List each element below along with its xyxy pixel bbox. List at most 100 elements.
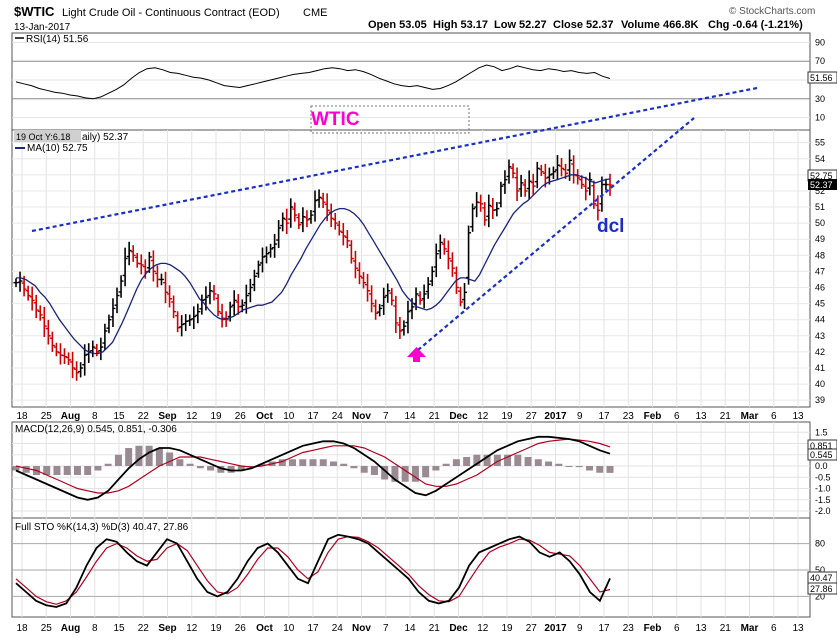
x-tick-label: 12	[477, 411, 489, 422]
x-tick-label: 15	[113, 623, 125, 634]
ohlc-bar	[74, 361, 80, 381]
x-tick-label: 14	[404, 623, 416, 634]
x-tick-label: 21	[429, 623, 441, 634]
price-tick-label: 44	[815, 315, 825, 325]
ohlc-bar	[445, 240, 451, 270]
ohlc-bar	[554, 155, 560, 181]
ohlc-bar	[268, 243, 274, 258]
histogram-bar	[606, 466, 614, 473]
ohlc-bar	[29, 286, 35, 311]
ohlc-bar	[502, 170, 508, 194]
ohlc-bar	[377, 304, 383, 317]
ohlc-bar	[534, 161, 540, 189]
watermark: © StockCharts.com	[729, 6, 815, 17]
ohlc-bar	[429, 266, 435, 287]
macd-line	[15, 435, 611, 501]
histogram-bar	[309, 459, 317, 466]
ohlc-bar	[308, 210, 314, 224]
x-tick-label: 6	[674, 411, 680, 422]
x-tick-label: 13	[792, 623, 804, 634]
ohlc-bar	[336, 220, 342, 236]
price-tick-label: 49	[815, 234, 825, 244]
histogram-bar	[125, 448, 133, 466]
price-panel	[11, 129, 811, 408]
histogram-bar	[401, 466, 409, 482]
ohlc-bar	[41, 306, 47, 337]
x-tick-label: 22	[138, 411, 150, 422]
x-tick-label: 17	[598, 623, 610, 634]
ohlc-bar	[405, 300, 411, 334]
ohlc-bar	[304, 210, 310, 228]
ohlc-bar	[486, 194, 492, 228]
histogram-bar	[63, 466, 71, 475]
rsi-panel	[11, 32, 811, 131]
macd-series	[12, 435, 614, 501]
ohlc-bar	[171, 295, 177, 319]
x-tick-label: Feb	[644, 623, 662, 634]
x-tick-label: Feb	[644, 411, 662, 422]
up-arrow-icon	[407, 347, 426, 362]
annotation-box	[310, 105, 470, 134]
histogram-bar	[534, 459, 542, 466]
histogram-bar	[155, 448, 163, 466]
ohlc-bar	[348, 240, 354, 264]
ohlc-bar	[522, 179, 528, 197]
histogram-bar	[207, 466, 215, 471]
sto-tag-2-text: 27.86	[810, 584, 833, 594]
x-tick-label: 17	[598, 411, 610, 422]
ohlc-bar	[138, 254, 144, 275]
rsi-tick-label: 70	[815, 56, 825, 66]
ohlc-bar	[122, 247, 128, 287]
histogram-bar	[135, 445, 143, 466]
ohlc-bar	[417, 291, 423, 305]
x-tick-label: 14	[404, 411, 416, 422]
price-tick-label: 54	[815, 154, 825, 164]
x-tick-label: 15	[113, 411, 125, 422]
close-value: Close 52.37	[553, 19, 614, 31]
ohlc-bar	[284, 208, 290, 234]
histogram-bar	[299, 459, 307, 466]
histogram-bar	[463, 457, 471, 466]
histogram-bar	[289, 459, 297, 466]
x-tick-label: Sep	[158, 623, 176, 634]
ohlc-bar	[37, 305, 43, 321]
ohlc-bar	[292, 202, 298, 222]
symbol: $WTIC	[14, 4, 55, 19]
x-tick-label: 27	[526, 623, 538, 634]
ohlc-bar	[158, 273, 164, 286]
ohlc-bar	[126, 241, 132, 266]
ohlc-bar	[247, 278, 253, 303]
histogram-bar	[422, 466, 430, 478]
x-tick-label: 18	[16, 623, 28, 634]
x-tick-label: Sep	[158, 411, 176, 422]
macd-tag-2-text: 0.545	[810, 450, 833, 460]
x-tick-label: 9	[577, 411, 583, 422]
histogram-bar	[145, 445, 153, 466]
ohlc-bar	[470, 203, 476, 232]
ohlc-bar	[457, 286, 463, 307]
macd-panel	[11, 421, 811, 519]
x-tick-label: Nov	[352, 411, 371, 422]
ohlc-bar	[195, 303, 201, 324]
ohlc-bar	[118, 275, 124, 298]
rsi-line	[15, 64, 611, 100]
x-tick-label: Mar	[741, 411, 759, 422]
histogram-bar	[565, 466, 573, 467]
chart-date: 13-Jan-2017	[14, 22, 71, 33]
ma-tag-text: 52.75	[810, 171, 833, 181]
ohlc-bar	[312, 190, 318, 222]
x-tick-label: 10	[283, 411, 295, 422]
ohlc-bar	[102, 323, 108, 351]
price-tick-label: 47	[815, 266, 825, 276]
histogram-bar	[73, 466, 81, 475]
histogram-bar	[452, 459, 460, 466]
sto-tick-label: 20	[815, 591, 825, 601]
open-value: Open 53.05	[368, 19, 427, 31]
sto-tag-1-text: 40.47	[810, 573, 833, 583]
ohlc-bar	[110, 298, 116, 328]
histogram-bar	[104, 463, 112, 466]
rsi-tick-label: 30	[815, 94, 825, 104]
ohlc-bar	[478, 194, 484, 212]
x-tick-label: 12	[186, 623, 198, 634]
